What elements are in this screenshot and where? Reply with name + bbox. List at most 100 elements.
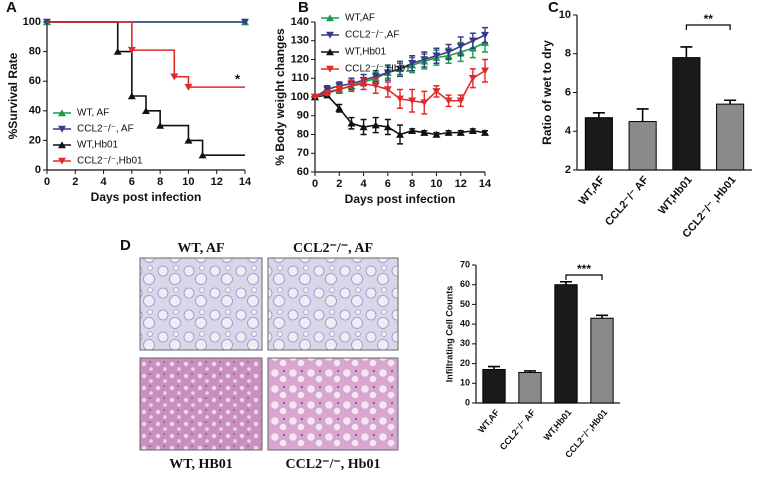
marker bbox=[170, 73, 179, 81]
y-tick-label: 130 bbox=[291, 35, 309, 47]
micrograph-title: CCL2⁻/⁻, AF bbox=[293, 241, 373, 256]
y-tick-label: 10 bbox=[559, 9, 571, 21]
x-tick-label: 14 bbox=[479, 178, 492, 190]
y-tick-label: 140 bbox=[291, 16, 309, 28]
y-tick-label: 40 bbox=[29, 105, 41, 117]
marker bbox=[142, 107, 150, 114]
y-tick-label: 6 bbox=[565, 86, 571, 98]
marker bbox=[481, 67, 489, 75]
marker bbox=[347, 119, 356, 127]
micrograph bbox=[267, 257, 399, 351]
bar bbox=[672, 57, 701, 171]
annotation: ** bbox=[704, 12, 714, 26]
legend-marker bbox=[326, 31, 334, 39]
marker bbox=[444, 129, 453, 136]
y-tick-label: 2 bbox=[565, 164, 571, 176]
legend-label: CCL2⁻/⁻,Hb01 bbox=[77, 156, 143, 167]
x-tick-label: 12 bbox=[455, 178, 467, 190]
y-axis-label: % Body weight changes bbox=[273, 28, 287, 166]
y-tick-label: 20 bbox=[460, 358, 470, 368]
y-tick-label: 10 bbox=[460, 378, 470, 388]
x-tick-label: 10 bbox=[182, 176, 194, 188]
legend-label: WT, AF bbox=[77, 108, 109, 119]
y-tick-label: 100 bbox=[23, 16, 41, 28]
series-line bbox=[47, 21, 245, 156]
legend-marker bbox=[58, 125, 66, 133]
marker bbox=[481, 129, 489, 136]
x-axis-label: Days post infection bbox=[91, 190, 202, 204]
error-bar bbox=[560, 280, 572, 285]
x-tick-label: 8 bbox=[157, 176, 163, 188]
marker bbox=[408, 97, 417, 105]
x-tick-label: CCL2⁻/⁻ AF bbox=[498, 407, 538, 452]
y-tick-label: 70 bbox=[297, 147, 309, 159]
y-tick-label: 60 bbox=[297, 166, 309, 178]
bar bbox=[590, 317, 614, 404]
annotation: *** bbox=[577, 262, 591, 276]
error-bar bbox=[636, 108, 649, 122]
y-tick-label: 70 bbox=[460, 259, 470, 269]
x-tick-label: 8 bbox=[409, 178, 415, 190]
marker bbox=[184, 136, 193, 144]
bar bbox=[628, 121, 657, 171]
bar bbox=[482, 368, 506, 404]
marker bbox=[408, 60, 417, 67]
marker bbox=[241, 18, 249, 26]
marker bbox=[456, 129, 465, 136]
y-tick-label: 90 bbox=[297, 110, 309, 122]
x-tick-label: WT,AF bbox=[476, 407, 502, 435]
legend-marker bbox=[58, 157, 66, 165]
y-tick-label: 50 bbox=[460, 299, 470, 309]
legend-marker bbox=[326, 48, 334, 56]
x-tick-label: 0 bbox=[44, 176, 50, 188]
legend-label: WT,Hb01 bbox=[345, 47, 387, 58]
marker bbox=[359, 80, 368, 88]
y-tick-label: 0 bbox=[35, 164, 41, 176]
marker bbox=[468, 127, 477, 134]
y-tick-label: 4 bbox=[565, 125, 572, 137]
annotation: * bbox=[235, 71, 241, 86]
bar bbox=[518, 371, 542, 404]
x-tick-label: 2 bbox=[336, 178, 342, 190]
marker bbox=[420, 129, 429, 136]
bar bbox=[584, 117, 613, 171]
marker bbox=[481, 31, 489, 39]
legend-marker bbox=[326, 65, 334, 73]
significance-bracket bbox=[565, 274, 603, 280]
marker bbox=[335, 86, 344, 94]
micrograph bbox=[139, 257, 263, 351]
y-tick-label: 8 bbox=[565, 48, 571, 60]
legend-label: CCL2⁻/⁻,Hb01 bbox=[345, 64, 411, 75]
marker bbox=[198, 151, 207, 159]
marker bbox=[432, 52, 441, 60]
marker bbox=[335, 104, 344, 112]
x-tick-label: 4 bbox=[361, 178, 368, 190]
y-axis-label: %Survival Rate bbox=[6, 52, 20, 139]
x-tick-label: WT,Hb01 bbox=[656, 174, 695, 217]
y-tick-label: 40 bbox=[460, 319, 470, 329]
marker bbox=[456, 97, 465, 105]
marker bbox=[323, 90, 332, 97]
marker bbox=[396, 95, 404, 103]
marker bbox=[420, 56, 429, 64]
y-axis-label: Infiltrating Cell Counts bbox=[444, 286, 454, 383]
y-tick-label: 80 bbox=[297, 128, 309, 140]
marker bbox=[323, 86, 332, 94]
legend-label: CCL2⁻/⁻,AF bbox=[345, 30, 399, 41]
marker bbox=[468, 75, 477, 82]
marker bbox=[383, 123, 392, 131]
y-tick-label: 110 bbox=[291, 72, 309, 84]
marker bbox=[371, 73, 380, 80]
y-axis-label: Ratio of wet to dry bbox=[540, 40, 554, 145]
x-tick-label: WT,Hb01 bbox=[542, 407, 574, 442]
y-tick-label: 100 bbox=[291, 91, 309, 103]
x-tick-label: 6 bbox=[129, 176, 135, 188]
error-bar bbox=[488, 365, 500, 370]
panel-label: D bbox=[120, 237, 131, 254]
panel-label: B bbox=[298, 0, 309, 16]
x-tick-label: 12 bbox=[211, 176, 223, 188]
legend-marker bbox=[58, 141, 66, 149]
marker bbox=[408, 127, 417, 134]
bar bbox=[716, 103, 745, 171]
